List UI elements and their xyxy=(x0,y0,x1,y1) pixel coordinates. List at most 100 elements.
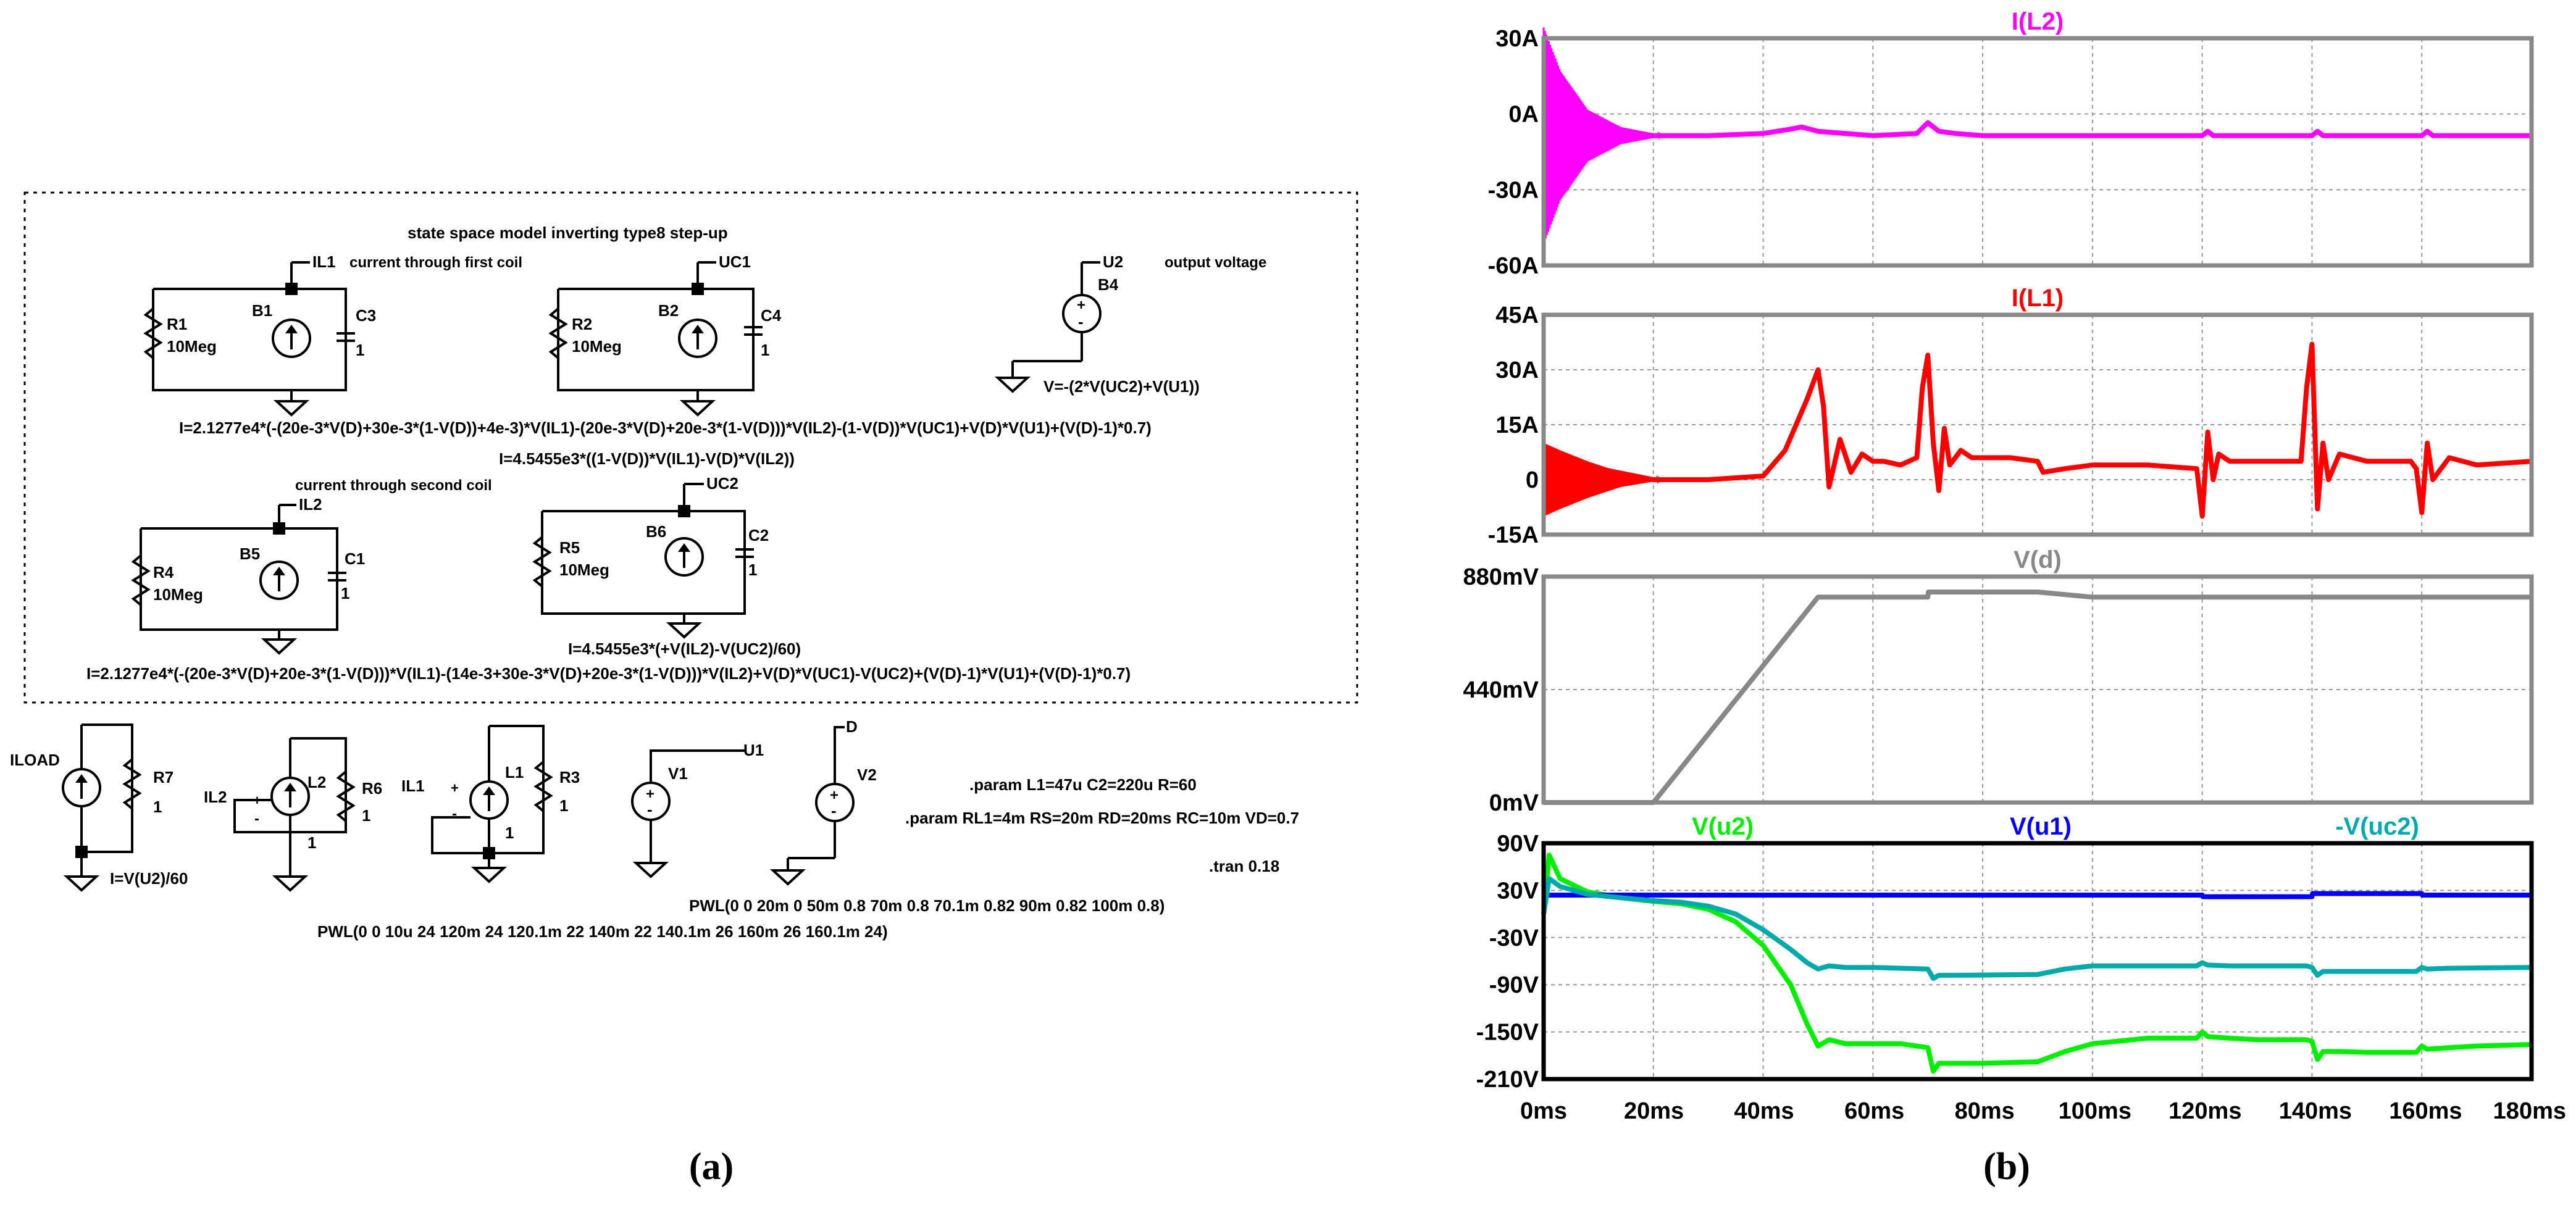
net-uc1: UC1 xyxy=(719,252,751,271)
block-l1-labels: IL1 + - L1 1 R3 1 xyxy=(401,763,580,842)
net-il1-note: current through first coil xyxy=(349,254,522,271)
voltage-source-icon xyxy=(1062,294,1102,333)
plot-pane-3: 880mV 440mV 0mV V(d) xyxy=(1463,546,2534,816)
label-b5: B5 xyxy=(240,544,260,563)
trace-label: -V(uc2) xyxy=(2335,813,2419,840)
spice-directives: .param L1=47u C2=220u R=60 .param RL1=4m… xyxy=(317,775,1299,941)
value-r3: 1 xyxy=(559,796,568,815)
value-l1: 1 xyxy=(505,823,514,842)
schematic-title: state space model inverting type8 step-u… xyxy=(408,223,728,242)
block-l2 xyxy=(233,737,356,892)
block-l2-labels: IL2 + - L2 1 R6 1 xyxy=(204,773,382,852)
voltage-source-icon xyxy=(631,782,671,821)
series-line-il1 xyxy=(1543,341,2532,519)
block-b2-labels: UC1 R2 10Meg B2 C4 1 xyxy=(572,252,782,359)
series-line-il2 xyxy=(1542,120,2532,138)
label-b6: B6 xyxy=(646,522,666,541)
label-r7: R7 xyxy=(153,768,174,786)
b4-expression: V=-(2*V(UC2)+V(U1)) xyxy=(1043,377,1200,396)
x-tick: 0ms xyxy=(1520,1098,1567,1124)
l1-minus: - xyxy=(452,806,457,822)
y-tick: -90V xyxy=(1489,972,1539,998)
param-line-2: .param RL1=4m RS=20m RD=20ms RC=10m VD=0… xyxy=(905,809,1299,827)
plot-frame xyxy=(1541,36,2534,268)
y-tick: -150V xyxy=(1476,1020,1539,1046)
x-tick: 120ms xyxy=(2168,1098,2241,1124)
value-r1: 10Meg xyxy=(167,337,217,356)
x-tick: 140ms xyxy=(2279,1098,2352,1124)
y-tick: -210V xyxy=(1476,1067,1539,1093)
y-tick: 30A xyxy=(1495,357,1539,383)
voltage-source-icon xyxy=(815,783,855,822)
pwl-d: PWL(0 0 20m 0 50m 0.8 70m 0.8 70.1m 0.82… xyxy=(689,896,1165,915)
label-c2: C2 xyxy=(748,526,769,544)
series-line-vuc2 xyxy=(1541,876,2532,981)
schematic-panel xyxy=(23,191,1358,704)
block-v2-labels: + - D V2 xyxy=(830,717,877,820)
net-u2-note: output voltage xyxy=(1165,254,1266,271)
param-line-1: .param L1=47u C2=220u R=60 xyxy=(969,775,1197,794)
label-v1: V1 xyxy=(668,764,688,783)
value-c4: 1 xyxy=(761,341,769,359)
label-c3: C3 xyxy=(356,306,376,325)
resistor-zigzag xyxy=(143,307,163,359)
trace-label: V(d) xyxy=(2014,546,2062,573)
iload-expression: I=V(U2)/60 xyxy=(110,869,188,888)
v2-plus: + xyxy=(830,787,838,804)
tran-directive: .tran 0.18 xyxy=(1209,857,1279,875)
net-u1: U1 xyxy=(743,741,764,759)
y-tick: 90V xyxy=(1497,831,1539,857)
plot-frame xyxy=(1541,841,2534,1082)
label-b1: B1 xyxy=(252,301,272,320)
series-line-vu1 xyxy=(1541,891,2532,915)
resistor-zigzag xyxy=(336,770,356,822)
resistor-zigzag xyxy=(533,761,553,812)
y-tick: -30V xyxy=(1489,925,1539,951)
resistor-zigzag xyxy=(548,307,568,359)
y-tick: 440mV xyxy=(1463,677,1539,703)
schematic-text: state space model inverting type8 step-u… xyxy=(408,223,728,242)
label-r3: R3 xyxy=(559,768,580,786)
x-tick: 80ms xyxy=(1955,1098,2015,1124)
label-l2: L2 xyxy=(307,773,326,791)
x-tick: 40ms xyxy=(1734,1098,1794,1124)
net-il2: IL2 xyxy=(299,495,322,514)
net-uc2: UC2 xyxy=(706,474,738,493)
block-iload-labels: ILOAD R7 1 I=V(U2)/60 xyxy=(10,751,188,888)
plot-frame xyxy=(1541,312,2534,537)
l2-plus: + xyxy=(253,793,261,808)
block-b4-labels: + - U2 output voltage B4 V=-(2*V(UC2)+V(… xyxy=(1043,252,1266,396)
block-b1 xyxy=(143,261,355,417)
label-r2: R2 xyxy=(572,315,592,333)
trace-label: I(L1) xyxy=(2012,285,2064,312)
net-il1: IL1 xyxy=(312,252,336,271)
plot-frame xyxy=(1541,574,2534,805)
y-tick: 15A xyxy=(1495,412,1539,438)
label-l1: L1 xyxy=(505,763,524,782)
value-r2: 10Meg xyxy=(572,337,622,356)
value-r7: 1 xyxy=(153,798,162,816)
y-tick: 45A xyxy=(1495,302,1539,328)
y-tick: 0A xyxy=(1508,102,1539,128)
block-l1 xyxy=(431,725,553,883)
y-tick: 30A xyxy=(1495,26,1539,52)
x-tick: 100ms xyxy=(2059,1098,2131,1124)
row1-expressions: I=2.1277e4*(-(20e-3*V(D)+30e-3*(1-V(D))+… xyxy=(179,419,1152,468)
caption-a: (a) xyxy=(689,1146,734,1188)
y-tick: 880mV xyxy=(1463,564,1539,590)
label-c1: C1 xyxy=(345,549,365,568)
block-b6-labels: UC2 R5 10Meg B6 C2 1 xyxy=(559,474,769,579)
trace-label: I(L2) xyxy=(2012,8,2064,35)
block-b4 xyxy=(994,261,1102,393)
b2-expression: I=4.5455e3*((1-V(D))*V(IL1)-V(D)*V(IL2)) xyxy=(499,449,795,468)
caption-b: (b) xyxy=(1983,1146,2030,1188)
net-il2-note: current through second coil xyxy=(295,477,492,494)
trace-label: V(u1) xyxy=(2010,813,2072,840)
value-r4: 10Meg xyxy=(153,585,203,604)
label-r6: R6 xyxy=(362,779,382,798)
value-l2: 1 xyxy=(307,833,316,852)
value-r6: 1 xyxy=(362,806,370,825)
x-tick: 160ms xyxy=(2389,1098,2462,1124)
waveform-panel: 30A 0A -30A -60A I(L2) 45A 30A 15A 0 -15A I(L1) 880… xyxy=(1463,8,2534,1093)
